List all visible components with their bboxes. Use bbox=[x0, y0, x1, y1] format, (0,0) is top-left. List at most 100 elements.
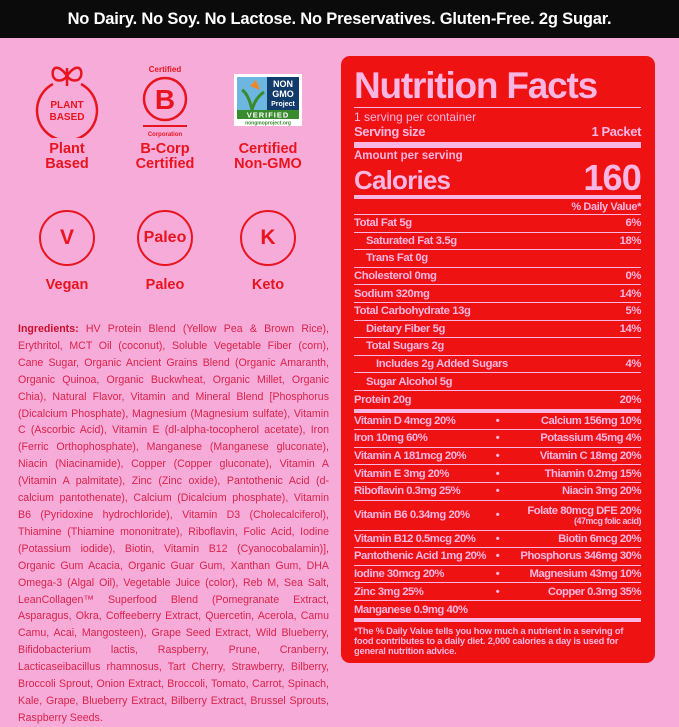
calories-label: Calories bbox=[354, 165, 451, 195]
daily-value-header: % Daily Value* bbox=[354, 199, 641, 215]
b-corp-icon: Certified B Corporation bbox=[142, 65, 188, 138]
keto-icon: K bbox=[240, 210, 296, 266]
nutrient-row: Trans Fat 0g bbox=[354, 250, 641, 268]
serving-size-row: Serving size 1 Packet bbox=[354, 124, 641, 139]
badge-label: Certified bbox=[135, 156, 195, 172]
separator-dot: • bbox=[495, 567, 500, 580]
vitamin-left: Vitamin B12 0.5mcg 20% bbox=[354, 532, 476, 545]
separator-dot: • bbox=[495, 450, 500, 463]
vitamin-left: Riboflavin 0.3mg 25% bbox=[354, 485, 461, 498]
vitamin-right-text: Niacin 3mg 20% bbox=[561, 485, 642, 498]
vitamin-right: Biotin 6mcg 20% bbox=[505, 533, 641, 545]
calories-row: Calories 160 bbox=[354, 157, 642, 198]
nutrient-dv: 14% bbox=[619, 322, 642, 335]
separator-dot: • bbox=[495, 485, 500, 498]
badge-non-gmo: NON GMO Project VERIFIED nongmoproject.o… bbox=[218, 62, 318, 172]
svg-text:Certified: Certified bbox=[149, 65, 182, 74]
vitamin-right: Thiamin 0.2mg 15% bbox=[505, 468, 642, 480]
svg-text:NON: NON bbox=[273, 79, 293, 89]
nutrient-row: Saturated Fat 3.5g 18% bbox=[354, 233, 641, 251]
separator-dot: • bbox=[495, 509, 500, 521]
nutrient-dv: 5% bbox=[625, 305, 641, 318]
separator-dot: • bbox=[495, 467, 500, 480]
badge-keto: K Keto bbox=[218, 210, 318, 293]
vitamin-row: Iodine 30mcg 20% • Magnesium 43mg 10% bbox=[354, 566, 641, 584]
plant-based-icon: PLANT BASED bbox=[35, 66, 99, 138]
badge-label: Certified bbox=[238, 141, 298, 157]
vitamin-right-text: Phosphorus 346mg 30% bbox=[520, 550, 641, 563]
nutrient-row: Sugar Alcohol 5g bbox=[354, 373, 641, 391]
ingredients-text: HV Protein Blend (Yellow Pea & Brown Ric… bbox=[18, 323, 329, 724]
nutrient-dv: 14% bbox=[619, 287, 642, 300]
vitamin-right: Magnesium 43mg 10% bbox=[505, 568, 641, 580]
badge-label: Plant bbox=[49, 141, 85, 157]
badge-paleo: Paleo Paleo bbox=[115, 210, 215, 293]
nutrient-label: Trans Fat 0g bbox=[366, 252, 428, 265]
svg-text:Project: Project bbox=[271, 101, 295, 108]
badge-label: Paleo bbox=[145, 277, 185, 293]
vitamin-row: Vitamin B6 0.34mg 20% • Folate 80mcg DFE 2… bbox=[354, 501, 641, 531]
nutrition-title: Nutrition Facts bbox=[354, 65, 598, 106]
servings-per-container: 1 serving per container bbox=[354, 110, 477, 124]
vitamin-left: Manganese 0.9mg 40% bbox=[354, 603, 468, 616]
nutrient-dv: 20% bbox=[619, 393, 642, 406]
badge-b-corp: Certified B Corporation B-Corp Certified bbox=[115, 62, 215, 172]
svg-text:nongmoproject.org: nongmoproject.org bbox=[245, 121, 291, 127]
svg-text:PLANT: PLANT bbox=[50, 100, 83, 111]
svg-text:B: B bbox=[155, 84, 175, 115]
nutrient-label: Protein 20g bbox=[354, 393, 412, 406]
vitamin-row: Zinc 3mg 25% • Copper 0.3mg 35% bbox=[354, 583, 642, 601]
separator-dot: • bbox=[495, 550, 500, 563]
badge-label: Non-GMO bbox=[234, 156, 302, 172]
nutrient-row: Includes 2g Added Sugars 4% bbox=[354, 356, 641, 374]
serving-size-label: Serving size bbox=[354, 124, 426, 139]
serving-size-value: 1 Packet bbox=[591, 124, 641, 139]
svg-text:Corporation: Corporation bbox=[148, 132, 183, 138]
nutrient-label: Sodium 320mg bbox=[354, 287, 430, 300]
vitamin-row: Iron 10mg 60% • Potassium 45mg 4% bbox=[354, 430, 641, 448]
vitamin-right: Potassium 45mg 4% bbox=[505, 432, 641, 444]
vitamin-right: Folate 80mcg DFE 20% (47mcg folic acid) bbox=[505, 504, 641, 526]
vitamin-row: Vitamin B12 0.5mcg 20% • Biotin 6mcg 20% bbox=[354, 531, 641, 549]
vitamin-row: Pantothenic Acid 1mg 20% • Phosphorus 346m… bbox=[354, 548, 641, 566]
nutrient-label: Saturated Fat 3.5g bbox=[366, 234, 457, 247]
vitamin-right: Vitamin C 18mg 20% bbox=[505, 450, 642, 462]
svg-text:BASED: BASED bbox=[49, 112, 84, 123]
svg-text:VERIFIED: VERIFIED bbox=[247, 111, 290, 120]
separator-dot: • bbox=[495, 432, 500, 445]
vitamin-row: Manganese 0.9mg 40% bbox=[354, 601, 641, 619]
vegan-icon: V bbox=[39, 210, 95, 266]
nutrient-row: Dietary Fiber 5g 14% bbox=[354, 321, 641, 339]
badge-plant-based: PLANT BASED Plant Based bbox=[17, 62, 117, 172]
nutrition-facts-panel: Nutrition Facts 1 serving per container … bbox=[341, 56, 655, 663]
paleo-icon: Paleo bbox=[137, 210, 193, 266]
vitamin-right: Phosphorus 346mg 30% bbox=[505, 550, 641, 563]
nutrient-dv: 0% bbox=[625, 270, 641, 283]
vitamin-left: Vitamin B6 0.34mg 20% bbox=[354, 509, 470, 521]
calories-value: 160 bbox=[583, 157, 641, 198]
vitamin-right: Calcium 156mg 10% bbox=[505, 415, 642, 427]
nutrient-label: Dietary Fiber 5g bbox=[366, 322, 445, 335]
vitamin-right-text: Vitamin C 18mg 20% bbox=[539, 450, 642, 463]
benefits-banner: No Dairy. No Soy. No Lactose. No Preserv… bbox=[0, 0, 679, 38]
nutrient-label: Sugar Alcohol 5g bbox=[366, 375, 453, 388]
vitamin-left: Iodine 30mcg 20% bbox=[354, 567, 444, 580]
vitamin-row: Vitamin E 3mg 20% • Thiamin 0.2mg 15% bbox=[354, 465, 642, 483]
non-gmo-icon: NON GMO Project VERIFIED nongmoproject.o… bbox=[234, 74, 302, 127]
ingredients-label: Ingredients: bbox=[18, 323, 79, 335]
nutrient-dv: 6% bbox=[625, 217, 641, 230]
footnote: *The % Daily Value tells you how much a … bbox=[354, 626, 624, 657]
vitamin-right-text: Folate 80mcg DFE 20% bbox=[527, 504, 641, 517]
nutrient-row: Cholesterol 0mg 0% bbox=[354, 268, 641, 286]
nutrient-label: Cholesterol 0mg bbox=[354, 270, 437, 283]
nutrient-row: Total Sugars 2g bbox=[354, 338, 641, 356]
badge-label: Based bbox=[45, 156, 89, 172]
vitamin-left: Pantothenic Acid 1mg 20% bbox=[354, 550, 486, 563]
nutrient-dv: 18% bbox=[619, 234, 642, 247]
nutrient-label: Total Carbohydrate 13g bbox=[354, 305, 471, 318]
separator-dot: • bbox=[495, 414, 500, 427]
badge-label: B-Corp bbox=[140, 141, 190, 157]
badge-vegan: V Vegan bbox=[17, 210, 117, 293]
vitamin-row: Vitamin D 4mcg 20% • Calcium 156mg 10% bbox=[354, 413, 642, 431]
separator-dot: • bbox=[495, 532, 500, 545]
